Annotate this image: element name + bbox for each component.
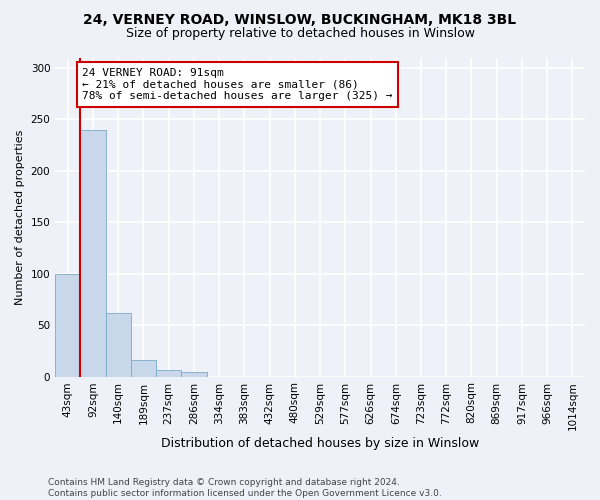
Bar (80, 130, 106, 376)
Bar (55, 274, 80, 376)
Bar (156, 370, 181, 376)
Text: Size of property relative to detached houses in Winslow: Size of property relative to detached ho… (125, 28, 475, 40)
Bar (131, 360, 156, 376)
Text: 24, VERNEY ROAD, WINSLOW, BUCKINGHAM, MK18 3BL: 24, VERNEY ROAD, WINSLOW, BUCKINGHAM, MK… (83, 12, 517, 26)
Text: 24 VERNEY ROAD: 91sqm
← 21% of detached houses are smaller (86)
78% of semi-deta: 24 VERNEY ROAD: 91sqm ← 21% of detached … (82, 68, 393, 101)
Text: Contains HM Land Registry data © Crown copyright and database right 2024.
Contai: Contains HM Land Registry data © Crown c… (48, 478, 442, 498)
Bar (181, 372, 206, 376)
Y-axis label: Number of detached properties: Number of detached properties (15, 130, 25, 304)
Bar (106, 313, 131, 376)
X-axis label: Distribution of detached houses by size in Winslow: Distribution of detached houses by size … (161, 437, 479, 450)
